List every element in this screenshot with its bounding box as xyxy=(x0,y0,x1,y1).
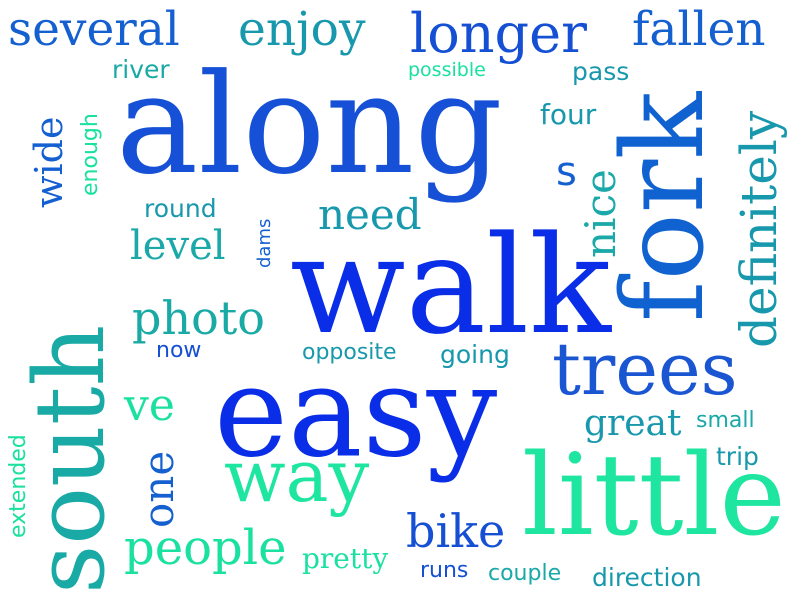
word-trip: trip xyxy=(716,442,759,471)
word-south: south xyxy=(14,324,126,594)
word-walk: walk xyxy=(290,207,612,364)
word-need: need xyxy=(318,190,422,239)
word-wide: wide xyxy=(27,116,71,209)
word-dams: dams xyxy=(254,218,275,268)
word-now: now xyxy=(156,338,202,363)
word-easy: easy xyxy=(214,340,498,485)
word-along: along xyxy=(116,44,503,205)
word-photo: photo xyxy=(132,291,265,345)
word-pretty: pretty xyxy=(302,542,389,575)
word-enjoy: enjoy xyxy=(238,2,366,57)
word-definitely: definitely xyxy=(730,110,788,348)
word-couple: couple xyxy=(488,561,562,586)
word-one: one xyxy=(134,450,183,528)
word-nice: nice xyxy=(576,169,625,258)
word-several: several xyxy=(8,2,180,57)
word-way: way xyxy=(224,434,370,518)
word-great: great xyxy=(584,403,682,444)
word-pass: pass xyxy=(572,57,630,86)
word-four: four xyxy=(540,98,597,131)
word-s: s xyxy=(556,149,577,195)
word-ve: ve xyxy=(124,380,175,431)
word-fallen: fallen xyxy=(632,2,766,57)
word-longer: longer xyxy=(410,2,587,65)
word-direction: direction xyxy=(592,563,702,592)
word-people: people xyxy=(124,520,287,576)
word-enough: enough xyxy=(78,113,103,196)
word-trees: trees xyxy=(552,327,738,411)
word-opposite: opposite xyxy=(302,340,397,365)
word-runs: runs xyxy=(420,558,469,583)
word-river: river xyxy=(112,55,170,84)
word-bike: bike xyxy=(406,504,506,558)
word-round: round xyxy=(144,194,217,223)
word-extended: extended xyxy=(6,434,31,538)
word-going: going xyxy=(440,340,510,369)
word-level: level xyxy=(130,223,226,269)
word-little: little xyxy=(522,431,786,561)
word-possible: possible xyxy=(408,59,486,81)
word-small: small xyxy=(696,408,755,433)
